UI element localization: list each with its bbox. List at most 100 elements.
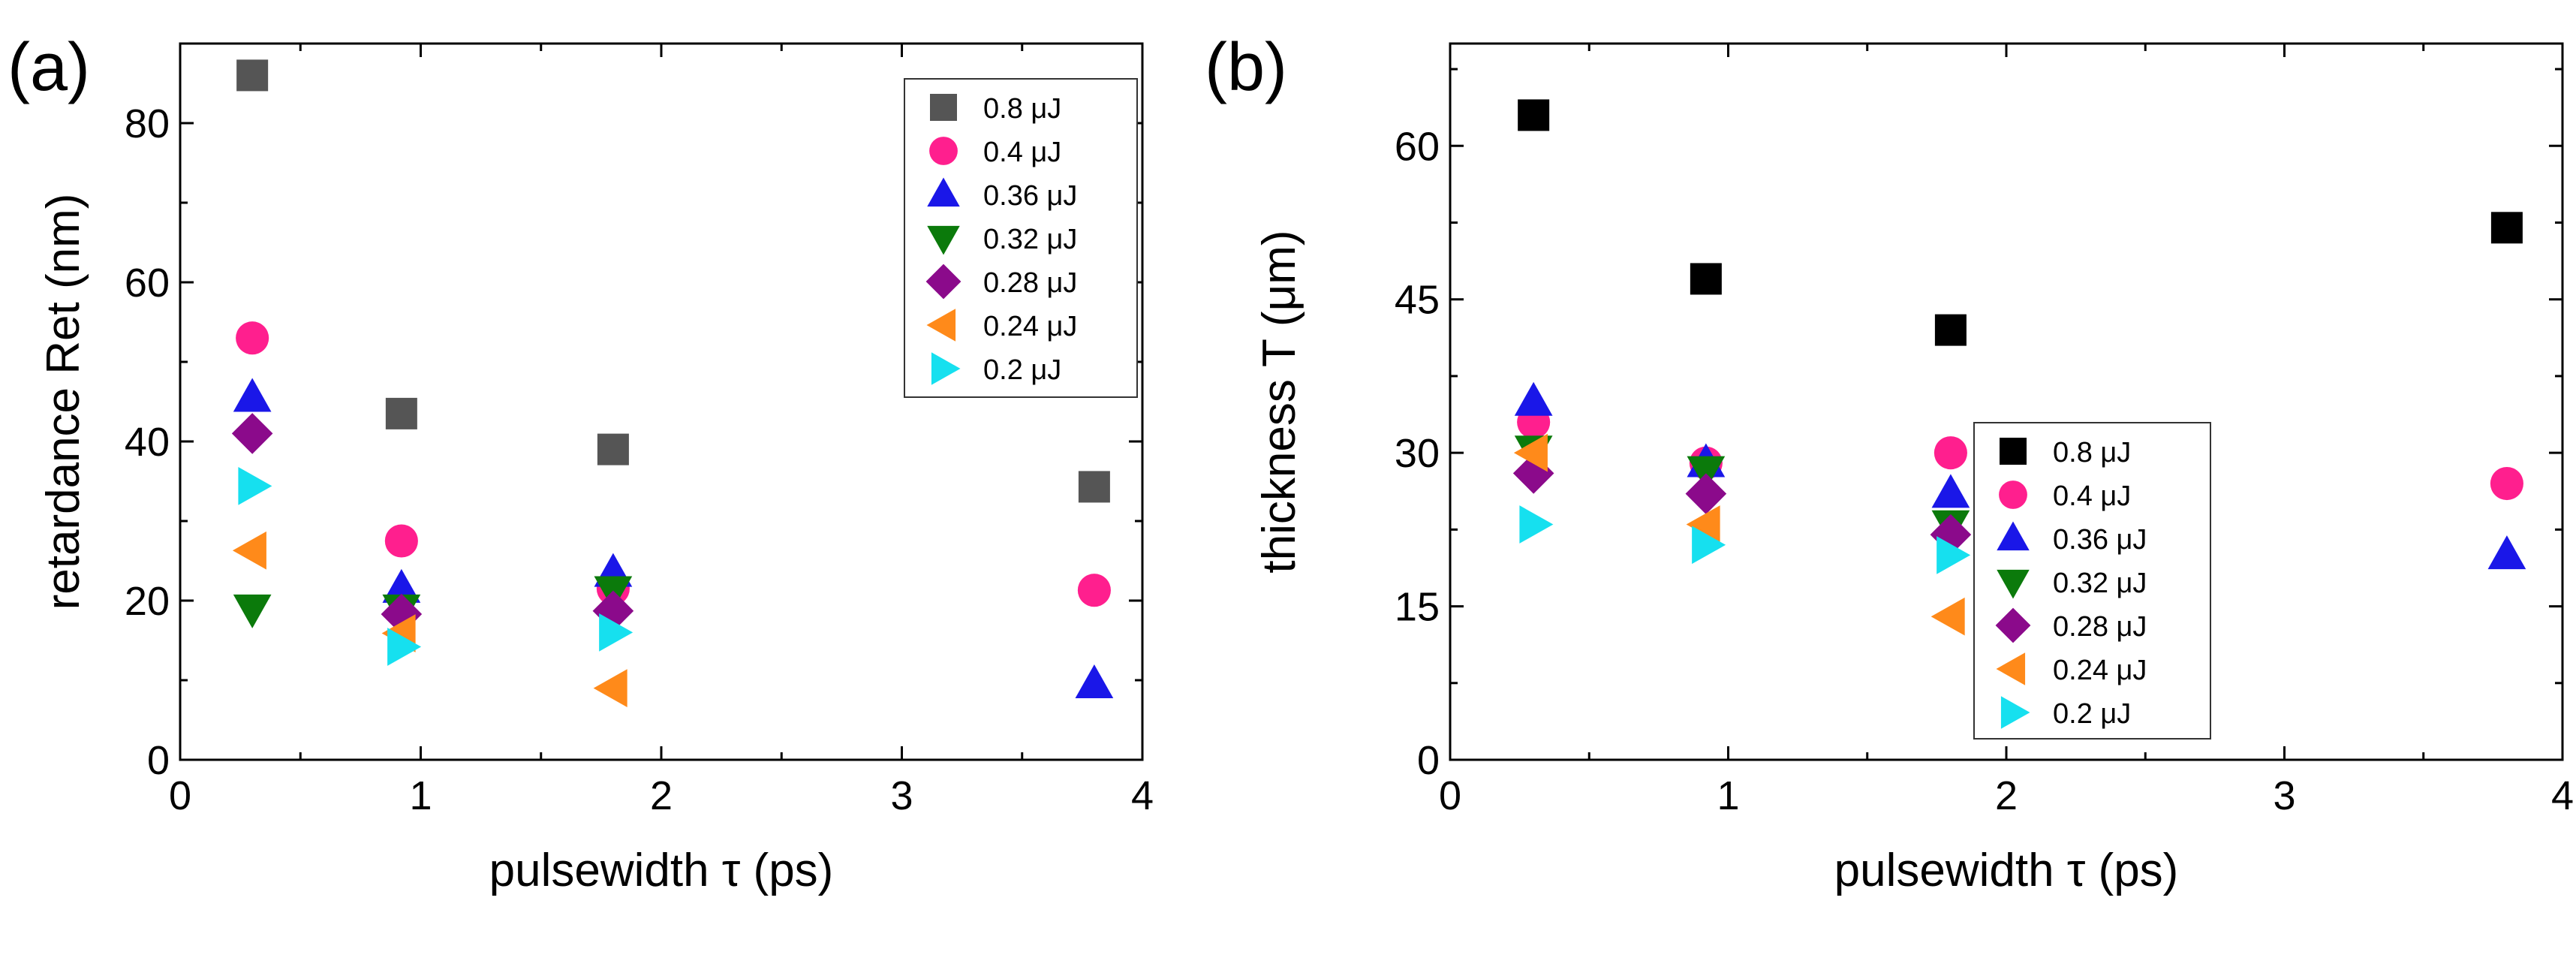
- chart0-legend-marker: [930, 94, 957, 121]
- chart0-series-6: [238, 467, 633, 666]
- chart1-data-point: [1692, 526, 1726, 565]
- chart-panel-b: (b) 0 1 2 3 4 0 15 30 45 60 pulsewidth τ (ps) thickn…: [1205, 30, 2574, 896]
- chart0-legend-label: 0.2 μJ: [983, 354, 1061, 386]
- chart0-data-point: [385, 397, 417, 429]
- chart1-legend-box: [1973, 422, 2211, 740]
- chart1-legend-label: 0.4 μJ: [2053, 480, 2131, 512]
- chart1-data-point: [2490, 212, 2523, 244]
- chart1-x-tick-label: 1: [1717, 773, 1739, 818]
- chart1-data-point: [2490, 466, 2523, 501]
- chart0-data-point: [238, 467, 272, 505]
- chart0-data-point: [593, 669, 627, 707]
- chart1-y-tick-label: 30: [1395, 431, 1440, 476]
- chart0-panel-label: (a): [8, 30, 90, 105]
- chart0-series-4: [231, 413, 634, 635]
- chart0-legend-marker: [929, 137, 958, 165]
- chart1-panel-label: (b): [1205, 30, 1287, 105]
- chart1-series-5: [1513, 433, 1965, 636]
- chart1-legend-marker: [1995, 607, 2031, 643]
- chart0-data-point: [231, 413, 273, 454]
- chart0-y-tick-label: 40: [125, 420, 170, 465]
- chart1-x-tick-label: 0: [1439, 773, 1461, 818]
- chart0-legend-marker: [927, 225, 960, 255]
- chart0-y-tick-label: 60: [125, 261, 170, 306]
- chart0-legend-label: 0.32 μJ: [983, 224, 1077, 255]
- chart1-x-tick-label: 3: [2273, 773, 2295, 818]
- chart0-x-axis-label: pulsewidth τ (ps): [489, 845, 834, 896]
- chart1-x-axis-label: pulsewidth τ (ps): [1834, 845, 2179, 896]
- chart1-data-point: [1690, 263, 1722, 295]
- chart0-x-tick-label: 1: [409, 773, 432, 818]
- chart1-x-tick-label: 2: [1995, 773, 2018, 818]
- chart0-legend-marker: [931, 352, 961, 385]
- chart0-y-tick-label: 20: [125, 579, 170, 624]
- chart0-legend-label: 0.24 μJ: [983, 311, 1077, 342]
- chart0-legend: 0.8 μJ 0.4 μJ 0.36 μJ 0.32 μJ 0.28 μJ 0.24 μJ…: [904, 78, 1138, 398]
- chart0-data-point: [384, 524, 418, 558]
- chart1-data-point: [1519, 505, 1554, 544]
- chart1-data-point: [2487, 535, 2526, 570]
- chart1-x-tick-label: 4: [2551, 773, 2574, 818]
- chart1-legend-label: 0.24 μJ: [2053, 655, 2147, 686]
- chart0-legend-label: 0.28 μJ: [983, 267, 1077, 299]
- chart0-legend-label: 0.36 μJ: [983, 180, 1077, 212]
- chart1-data-point: [1686, 505, 1720, 544]
- chart1-y-axis-label: thickness T (μm): [1253, 230, 1305, 573]
- chart1-legend-label: 0.28 μJ: [2053, 611, 2147, 643]
- chart1-y-tick-label: 0: [1417, 738, 1440, 783]
- chart1-data-point: [1937, 536, 1971, 574]
- chart1-data-point: [1930, 597, 1965, 636]
- chart1-legend-label: 0.8 μJ: [2053, 437, 2131, 468]
- chart1-data-point: [1687, 456, 1726, 490]
- chart1-legend-marker: [1999, 480, 2027, 509]
- chart1-legend: 0.8 μJ 0.4 μJ 0.36 μJ 0.32 μJ 0.28 μJ 0.24 μJ…: [1973, 422, 2211, 740]
- chart1-legend-marker: [2000, 438, 2027, 465]
- chart0-y-tick-label: 0: [147, 738, 170, 783]
- chart1-data-point: [1685, 473, 1727, 514]
- chart0-legend-marker: [927, 177, 960, 207]
- chart1-legend-marker: [2000, 696, 2030, 729]
- chart1-data-point: [1513, 433, 1548, 472]
- chart0-data-point: [236, 321, 269, 355]
- chart0-legend-marker: [926, 309, 956, 342]
- chart0-data-point: [232, 531, 266, 570]
- chart1-legend-marker: [1997, 569, 2030, 599]
- chart1-data-point: [1512, 453, 1554, 494]
- chart0-x-tick-label: 3: [890, 773, 913, 818]
- chart0-series-0: [236, 59, 1110, 503]
- chart1-y-tick-label: 15: [1395, 585, 1440, 630]
- chart0-data-point: [233, 378, 272, 412]
- chart1-series-3: [1514, 435, 1970, 544]
- chart0-x-tick-label: 2: [650, 773, 673, 818]
- chart0-x-tick-label: 4: [1131, 773, 1154, 818]
- chart0-data-point: [599, 613, 633, 652]
- chart1-legend-marker: [1997, 521, 2030, 551]
- chart1-legend-label: 0.32 μJ: [2053, 568, 2147, 599]
- chart1-legend-label: 0.36 μJ: [2053, 524, 2147, 556]
- chart0-legend-label: 0.4 μJ: [983, 137, 1061, 168]
- chart1-y-tick-label: 45: [1395, 278, 1440, 323]
- chart1-data-point: [1934, 436, 1967, 470]
- chart0-legend-label: 0.8 μJ: [983, 93, 1061, 125]
- chart0-y-tick-label: 80: [125, 101, 170, 146]
- chart1-series-0: [1518, 99, 2523, 346]
- chart0-data-point: [236, 59, 269, 92]
- chart0-data-point: [1075, 664, 1114, 699]
- chart0-y-axis-label: retardance Ret (nm): [38, 194, 89, 610]
- chart1-data-point: [1518, 99, 1550, 131]
- chart1-series-6: [1519, 505, 1971, 574]
- chart1-data-point: [1931, 474, 1970, 508]
- chart1-data-point: [1934, 314, 1967, 346]
- chart0-series-5: [232, 531, 627, 707]
- chart1-data-point: [1514, 381, 1553, 416]
- chart0-legend-marker: [925, 264, 961, 300]
- chart0-x-tick-label: 0: [169, 773, 191, 818]
- chart1-y-tick-label: 60: [1395, 124, 1440, 169]
- chart0-data-point: [382, 568, 421, 603]
- chart0-data-point: [597, 433, 629, 465]
- chart0-series-2: [233, 378, 1114, 699]
- chart0-series-3: [233, 576, 633, 628]
- chart1-legend-label: 0.2 μJ: [2053, 698, 2131, 730]
